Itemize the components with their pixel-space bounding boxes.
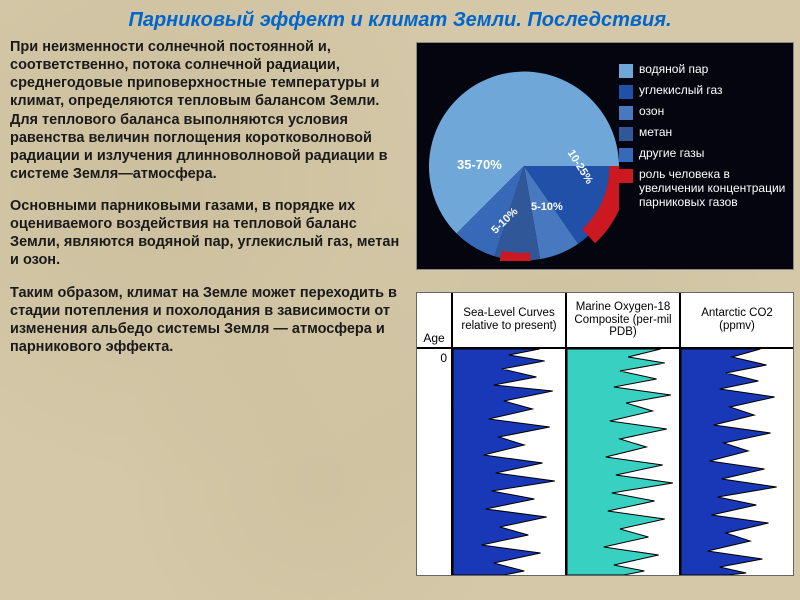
legend-item: роль человека в увеличении концентрации … bbox=[619, 168, 787, 209]
paragraph-1: При неизменности солнечной постоянной и,… bbox=[10, 38, 410, 183]
col-header: Antarctic CO2 (ppmv) bbox=[681, 293, 793, 347]
legend-item: углекислый газ bbox=[619, 84, 787, 99]
pie-chart-panel: 35-70% 10-25% 5-10% 5-10% водяной пар уг… bbox=[416, 42, 794, 270]
pie-label-ch4: 5-10% bbox=[531, 201, 563, 213]
paragraph-2: Основными парниковыми газами, в порядке … bbox=[10, 197, 410, 270]
swatch-icon bbox=[619, 127, 633, 141]
age-header: Age bbox=[417, 293, 453, 347]
legend-item: другие газы bbox=[619, 147, 787, 162]
paragraph-3: Таким образом, климат на Земле может пер… bbox=[10, 284, 410, 357]
legend-label: метан bbox=[639, 126, 672, 140]
body-text: При неизменности солнечной постоянной и,… bbox=[10, 38, 410, 370]
legend-item: водяной пар bbox=[619, 63, 787, 78]
legend-label: озон bbox=[639, 105, 664, 119]
legend-label: роль человека в увеличении концентрации … bbox=[639, 168, 787, 209]
stripe-body: 0 bbox=[417, 349, 793, 575]
pie-legend: водяной пар углекислый газ озон метан др… bbox=[619, 63, 787, 215]
age-tick: 0 bbox=[440, 351, 447, 365]
page-title: Парниковый эффект и климат Земли. Послед… bbox=[0, 0, 800, 36]
legend-item: метан bbox=[619, 126, 787, 141]
oxygen18-col bbox=[567, 349, 681, 575]
stripe-headers: Age Sea-Level Curves relative to present… bbox=[417, 293, 793, 349]
col-header: Marine Oxygen-18 Composite (per-mil PDB) bbox=[567, 293, 681, 347]
legend-label: другие газы bbox=[639, 147, 704, 161]
swatch-icon bbox=[619, 85, 633, 99]
co2-col bbox=[681, 349, 793, 575]
legend-label: углекислый газ bbox=[639, 84, 723, 98]
age-axis: 0 bbox=[417, 349, 453, 575]
sea-level-col bbox=[453, 349, 567, 575]
swatch-icon bbox=[619, 169, 633, 183]
pie-chart: 35-70% 10-25% 5-10% 5-10% bbox=[429, 71, 619, 261]
paleoclimate-chart: Age Sea-Level Curves relative to present… bbox=[416, 292, 794, 576]
pie-label-main: 35-70% bbox=[457, 157, 502, 172]
swatch-icon bbox=[619, 106, 633, 120]
swatch-icon bbox=[619, 148, 633, 162]
swatch-icon bbox=[619, 64, 633, 78]
col-header: Sea-Level Curves relative to present) bbox=[453, 293, 567, 347]
legend-label: водяной пар bbox=[639, 63, 708, 77]
legend-item: озон bbox=[619, 105, 787, 120]
